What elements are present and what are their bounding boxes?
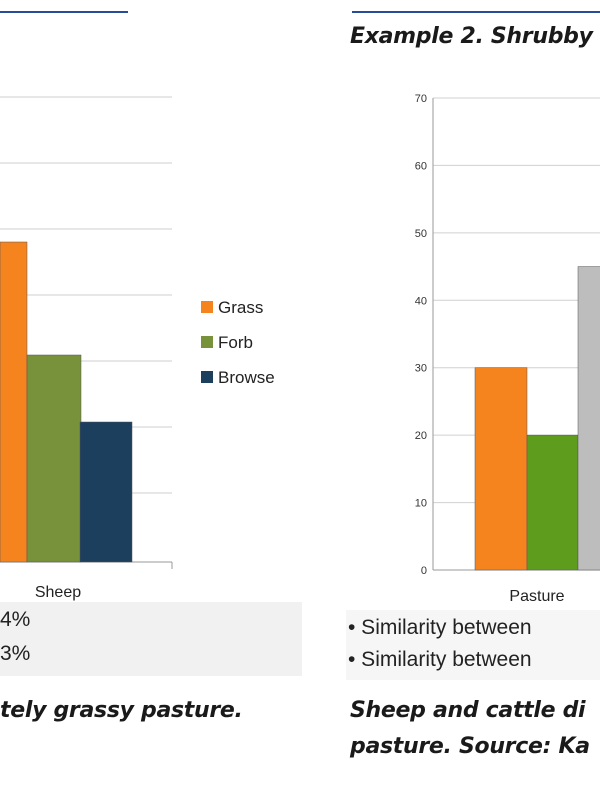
legend-label-browse: Browse [218,368,275,387]
legend-swatch-browse [201,371,213,383]
legend-label-forb: Forb [218,333,253,352]
right-bullet-1: • Similarity between [348,616,532,639]
left-top-rule [0,11,128,13]
right-bullet-2: • Similarity between [348,648,532,671]
right-y-tick-label: 20 [415,430,427,442]
right-y-tick-label: 30 [415,363,427,375]
right-y-tick-label: 60 [415,160,427,172]
right-y-tick-label: 0 [421,565,427,577]
left-bar-browse [79,421,133,563]
left-chart-category-label: Sheep [35,584,81,601]
legend-label-grass: Grass [218,298,263,317]
left-chart-bars [0,241,133,563]
right-panel-heading: Example 2. Shrubby [350,24,593,49]
left-chart-legend: Grass Forb Browse [201,298,275,387]
right-bar-2 [526,434,579,571]
right-caption-line-2: pasture. Source: Ka [350,734,590,759]
legend-swatch-grass [201,301,213,313]
right-bullets-band: • Similarity between • Similarity betwee… [346,610,600,680]
left-stats-band: 4% 3% [0,602,302,676]
right-bar-3 [577,266,600,571]
legend-swatch-forb [201,336,213,348]
right-bar-1 [474,367,528,571]
left-stat-2: 3% [0,642,31,665]
left-bar-grass [0,241,28,563]
right-y-tick-label: 70 [415,93,427,105]
right-y-tick-label: 50 [415,228,427,240]
left-bar-forb [26,354,82,563]
right-caption-line-1: Sheep and cattle di [350,698,586,723]
right-chart-bars [474,266,600,571]
right-chart-category-label: Pasture [509,588,564,605]
right-top-rule [352,11,600,13]
right-y-tick-label: 40 [415,295,427,307]
right-y-tick-label: 10 [415,498,427,510]
left-stat-1: 4% [0,608,31,631]
left-chart: Sheep Grass Forb Browse [0,96,275,601]
right-chart-y-ticks: 0 10 20 30 40 50 60 70 [415,93,427,577]
left-caption: tely grassy pasture. [0,698,243,723]
right-chart: 0 10 20 30 40 50 60 70 Pasture [415,93,600,605]
